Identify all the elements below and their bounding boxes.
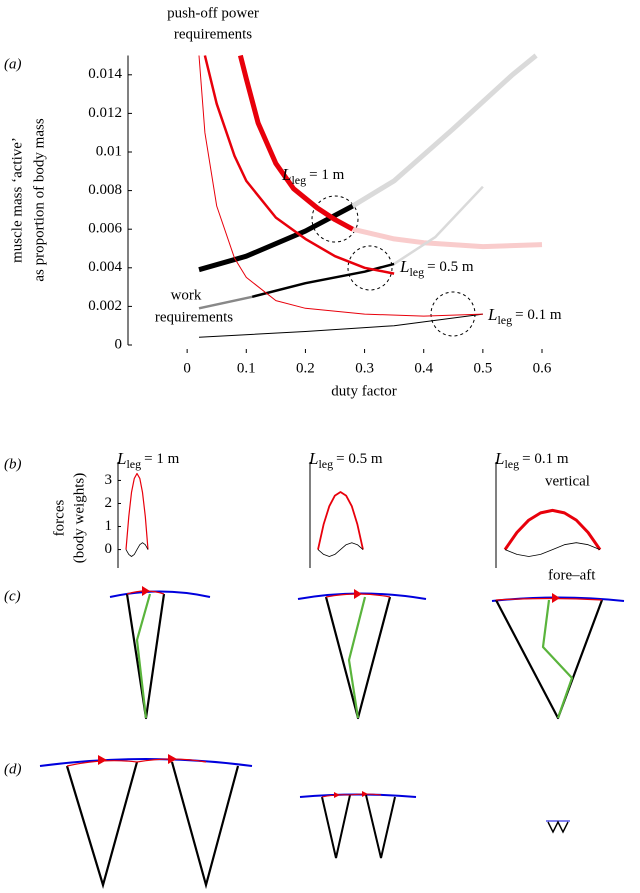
x-tick-label: 0	[183, 360, 191, 376]
leg-segment	[135, 593, 152, 719]
line	[198, 295, 253, 310]
line	[125, 542, 149, 557]
line	[125, 472, 149, 550]
path	[321, 793, 382, 798]
line	[352, 226, 543, 250]
x-tick-label: 0.4	[414, 360, 433, 376]
arc	[109, 590, 211, 598]
leg-segment	[347, 596, 367, 719]
label-text: = 1 m	[309, 167, 344, 183]
label-text: = 0.5 m	[336, 451, 383, 467]
path	[495, 597, 603, 601]
series-label: vertical	[545, 473, 590, 489]
subscript: leg	[126, 457, 141, 471]
arrowhead	[354, 589, 362, 599]
panel-label: (a)	[4, 56, 22, 72]
panel-label: (b)	[4, 456, 22, 472]
x-tick-label: 0.6	[533, 360, 552, 376]
x-tick-label: 0.1	[237, 360, 256, 376]
y-axis-label: forces	[51, 500, 67, 537]
leg-label: Lleg = 0.1 m	[494, 449, 569, 471]
arc	[299, 793, 417, 798]
legs	[65, 761, 240, 890]
y-axis-label: muscle mass ‘active’	[9, 137, 25, 263]
label-text: = 0.5 m	[427, 259, 474, 275]
y-tick-label: 0	[105, 541, 113, 557]
symbol: L	[281, 165, 291, 184]
y-tick-label: 0.012	[88, 105, 122, 121]
leg-label: Lleg = 0.5 m	[308, 449, 383, 471]
line	[198, 313, 483, 338]
power-label: requirements	[174, 26, 252, 42]
arrowhead	[552, 593, 560, 603]
legs	[495, 599, 604, 720]
arrowhead	[142, 586, 150, 596]
y-tick-label: 2	[105, 495, 113, 511]
y-tick-label: 0.002	[88, 298, 122, 314]
line	[198, 55, 483, 317]
leg-label: Lleg = 0.1 m	[487, 305, 562, 327]
label-text: = 1 m	[144, 451, 179, 467]
stride-diagrams	[39, 754, 570, 890]
subscript: leg	[504, 457, 519, 471]
y-tick-label: 0.006	[88, 221, 122, 237]
y-tick-label: 0.01	[96, 143, 122, 159]
leg-label: Lleg = 1 m	[116, 449, 180, 471]
circle	[430, 291, 476, 337]
symbol: L	[116, 449, 126, 468]
circle	[347, 245, 393, 291]
leg-segment	[541, 599, 574, 719]
leg-label: Lleg = 1 m	[281, 165, 345, 187]
line	[251, 262, 395, 299]
subscript: leg	[497, 313, 512, 327]
series-label: fore–aft	[548, 567, 596, 583]
x-tick-label: 0.2	[296, 360, 315, 376]
subscript: leg	[318, 457, 333, 471]
path	[66, 758, 207, 767]
y-tick-label: 1	[105, 518, 113, 534]
legs	[324, 596, 392, 720]
y-axis-label: (body weights)	[71, 473, 87, 563]
arc	[39, 758, 253, 767]
line	[393, 185, 484, 265]
line	[504, 542, 601, 557]
panel-label: (c)	[4, 588, 21, 604]
stance-diagrams	[109, 586, 625, 720]
line	[237, 54, 354, 232]
circle	[311, 195, 359, 243]
work-label: requirements	[155, 309, 233, 325]
x-tick-label: 0.5	[473, 360, 492, 376]
y-tick-label: 0.014	[88, 66, 122, 82]
y-tick-label: 0.004	[88, 259, 122, 275]
y-tick-label: 0	[115, 336, 123, 352]
label-text: = 0.1 m	[515, 307, 562, 323]
power-label: push-off power	[167, 5, 259, 21]
line	[203, 55, 395, 275]
line	[351, 53, 538, 209]
arrowhead	[98, 754, 177, 765]
symbol: L	[487, 305, 497, 324]
legs	[321, 794, 396, 859]
symbol: L	[399, 257, 409, 276]
x-tick-label: 0.3	[355, 360, 374, 376]
subscript: leg	[409, 265, 424, 279]
subscript: leg	[291, 173, 306, 187]
leg-label: Lleg = 0.5 m	[399, 257, 474, 279]
line	[503, 508, 602, 551]
line	[317, 491, 364, 550]
y-tick-label: 0.008	[88, 182, 122, 198]
symbol: L	[308, 449, 318, 468]
label-text: = 0.1 m	[522, 451, 569, 467]
x-axis-label: duty factor	[331, 383, 396, 399]
work-label: work	[171, 287, 202, 303]
panel-label: (d)	[4, 761, 22, 777]
line	[317, 542, 364, 557]
y-axis-label: as proportion of body mass	[31, 118, 47, 281]
symbol: L	[494, 449, 504, 468]
y-tick-label: 3	[105, 472, 113, 488]
legs	[547, 820, 569, 834]
